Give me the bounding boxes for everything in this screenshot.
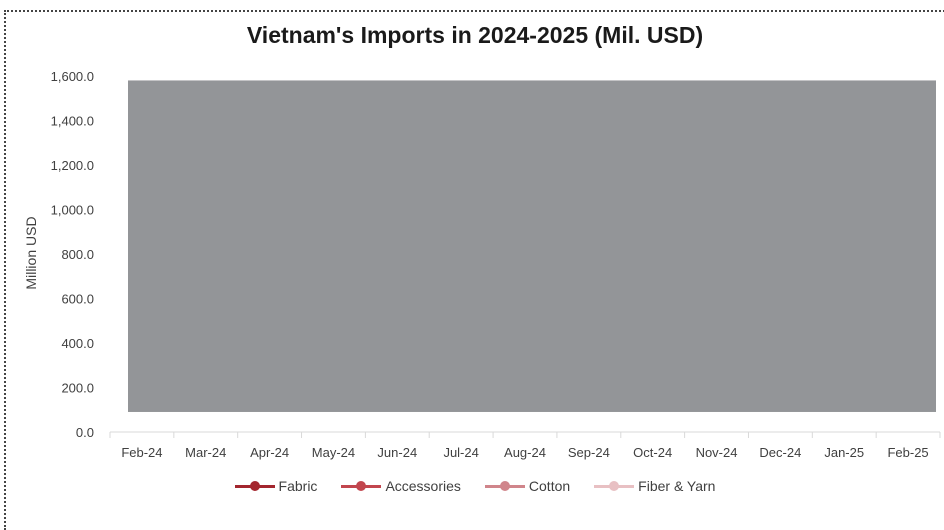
x-tick-label: Nov-24 [696, 445, 738, 460]
chart-legend: Fabric Accessories Cotton Fiber & Yarn [0, 478, 944, 494]
x-tick-label: Apr-24 [250, 445, 289, 460]
x-tick-label: Aug-24 [504, 445, 546, 460]
x-tick-label: Oct-24 [633, 445, 672, 460]
x-tick-label: Jul-24 [443, 445, 478, 460]
legend-label: Accessories [385, 478, 461, 494]
legend-label: Cotton [528, 478, 571, 494]
x-tick-label: Feb-24 [121, 445, 162, 460]
x-tick-label: May-24 [312, 445, 355, 460]
occluding-block [128, 80, 936, 412]
legend-marker [249, 481, 260, 491]
legend-label: Fabric [278, 478, 318, 494]
legend-item: Fabric [234, 478, 318, 494]
x-tick-label: Mar-24 [185, 445, 226, 460]
chart-plot: 0.0 200.0 400.0 600.0 800.0 1,000.0 1,200.0 1,4… [51, 69, 941, 460]
y-tick-label: 1,600.0 [51, 69, 94, 84]
legend-swatch [594, 480, 635, 492]
legend-item: Cotton [484, 478, 571, 494]
x-tick-label: Dec-24 [759, 445, 801, 460]
y-tick-label: 1,400.0 [51, 114, 94, 129]
legend-item: Fiber & Yarn [594, 478, 715, 494]
legend-swatch [234, 480, 275, 492]
legend-label: Fiber & Yarn [638, 478, 716, 494]
legend-item: Accessories [341, 478, 461, 494]
chart-title: Vietnam's Imports in 2024-2025 (Mil. USD… [246, 22, 704, 48]
x-tick-label: Feb-25 [887, 445, 928, 460]
x-tick-label: Sep-24 [568, 445, 610, 460]
y-tick-label: 200.0 [61, 381, 94, 396]
y-tick-label: 0.0 [76, 425, 94, 440]
legend-marker [609, 481, 620, 491]
y-tick-label: 400.0 [61, 336, 94, 351]
y-tick-label: 800.0 [61, 247, 94, 262]
legend-swatch [484, 480, 525, 492]
x-tick-label: Jun-24 [377, 445, 417, 460]
y-tick-label: 1,000.0 [51, 203, 94, 218]
x-tick-label: Jan-25 [824, 445, 864, 460]
legend-marker [499, 481, 510, 491]
y-tick-label: 1,200.0 [51, 158, 94, 173]
y-tick-label: 600.0 [61, 292, 94, 307]
legend-marker [356, 481, 367, 491]
legend-swatch [341, 480, 382, 492]
chart-frame [4, 10, 944, 530]
